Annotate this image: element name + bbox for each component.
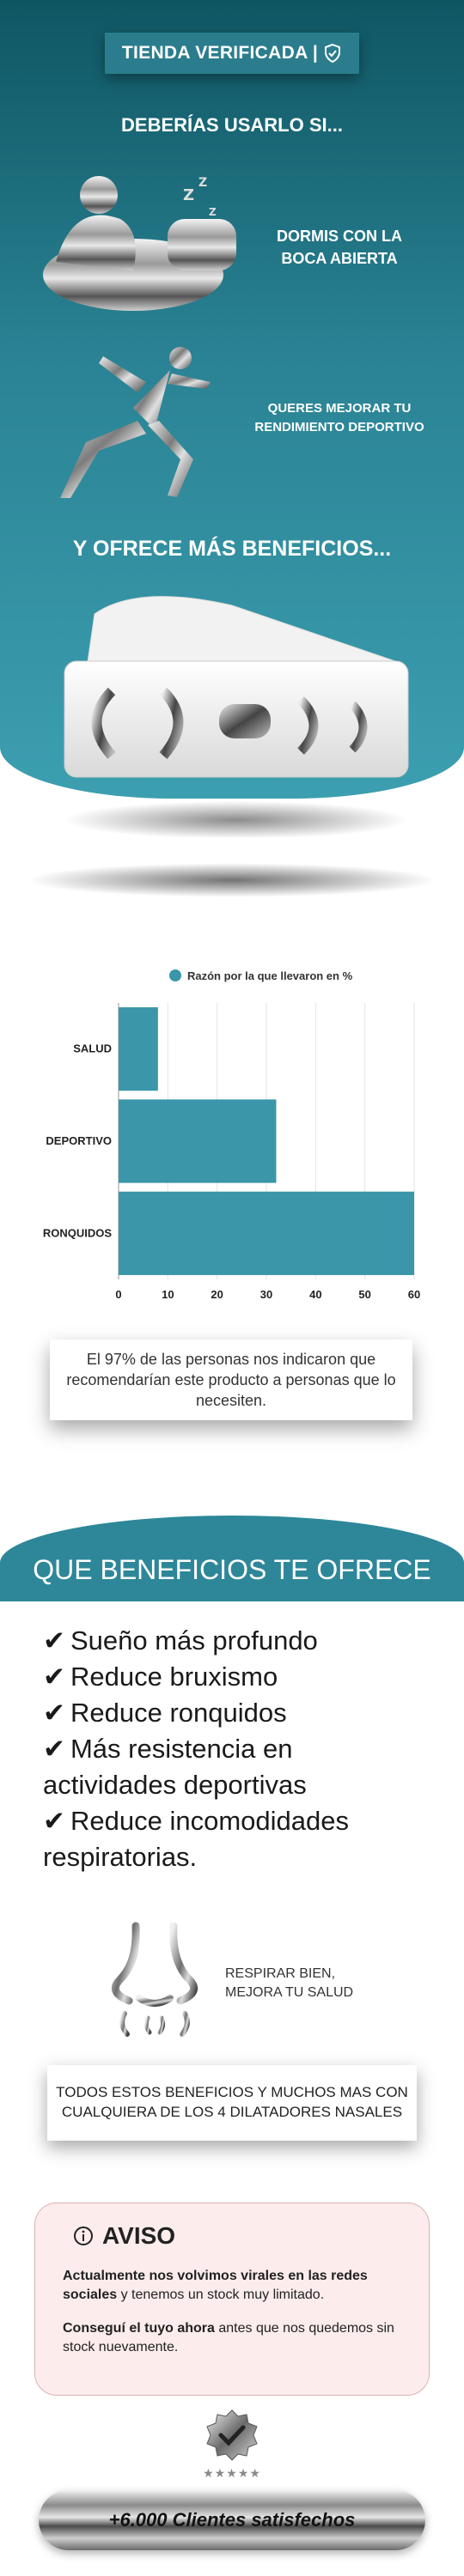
reasons-bar-chart: SALUD DEPORTIVO RONQUIDOS 0 10 20 30 40 50 60 Ra… — [43, 969, 420, 1301]
benefit-open-mouth-line1: DORMIS CON LA — [277, 228, 402, 245]
benefit-sport-line1: QUERES MEJORAR TU — [267, 401, 412, 416]
benefit-item: ✔ Reduce incomodidades — [43, 1803, 447, 1839]
svg-text:Z: Z — [198, 176, 207, 190]
notice-p2-bold: Conseguí el tuyo ahora — [63, 2320, 215, 2336]
svg-text:Z: Z — [183, 186, 194, 204]
benefit-text: Reduce bruxismo — [70, 1662, 278, 1692]
x-tick-label: 20 — [211, 1288, 223, 1301]
notice-p2-rest: antes que nos quedemos sin stock nuevame… — [63, 2320, 394, 2355]
benefit-text: Reduce incomodidades — [70, 1806, 349, 1836]
legend-swatch — [169, 969, 181, 981]
category-label: DEPORTIVO — [46, 1134, 112, 1147]
benefit-sport-line2: RENDIMIENTO DEPORTIVO — [254, 420, 424, 434]
product-shadow — [26, 863, 438, 897]
bar-ronquidos — [119, 1191, 414, 1275]
x-tick-label: 10 — [162, 1288, 174, 1301]
notice-p1-rest: y tenemos un stock muy limitado. — [117, 2287, 325, 2303]
x-tick-label: 40 — [309, 1288, 321, 1301]
bar-deportivo — [119, 1099, 277, 1183]
check-icon: ✔ — [43, 1625, 65, 1656]
x-tick-label: 30 — [260, 1288, 272, 1301]
category-label: SALUD — [73, 1042, 112, 1055]
verified-store-badge: TIENDA VERIFICADA | — [105, 33, 359, 74]
badge-label: TIENDA VERIFICADA | — [121, 43, 319, 63]
breathe-line2: MEJORA TU SALUD — [225, 1985, 354, 2000]
notice-paragraph-2: Conseguí el tuyo ahora antes que nos que… — [63, 2319, 401, 2358]
check-icon: ✔ — [43, 1734, 65, 1764]
benefit-item: ✔ Reduce ronquidos — [43, 1695, 447, 1731]
benefit-text-continued: actividades deportivas — [43, 1770, 307, 1800]
x-tick-label: 60 — [408, 1288, 420, 1301]
section-heading: DEBERÍAS USARLO SI... — [121, 114, 343, 136]
benefit-open-mouth: DORMIS CON LA BOCA ABIERTA — [249, 225, 430, 270]
breathe-line1: RESPIRAR BIEN, — [225, 1966, 336, 1981]
notice-title: AVISO — [102, 2222, 176, 2249]
benefit-text-continued: respiratorias. — [43, 1842, 198, 1872]
dilators-info-box: TODOS ESTOS BENEFICIOS Y MUCHOS MAS CON … — [47, 2065, 417, 2141]
benefit-text: Más resistencia en — [70, 1734, 293, 1764]
breathe-well-text: RESPIRAR BIEN, MEJORA TU SALUD — [225, 1965, 397, 2002]
runner-illustration — [60, 347, 211, 498]
benefit-text: Sueño más profundo — [70, 1625, 318, 1656]
notice-heading: AVISO — [73, 2222, 401, 2250]
check-icon: ✔ — [43, 1698, 65, 1728]
chart-legend: Razón por la que llevaron en % — [187, 969, 353, 982]
shield-check-icon — [325, 43, 341, 64]
sleeping-person-illustration: Z Z Z — [43, 176, 236, 311]
svg-text:Z: Z — [209, 206, 217, 218]
verified-seal-icon — [206, 2409, 258, 2461]
check-icon: ✔ — [43, 1662, 65, 1692]
satisfied-clients-badge: +6.000 Clientes satisfechos — [39, 2490, 425, 2550]
benefit-sport-performance: QUERES MEJORAR TU RENDIMIENTO DEPORTIVO — [232, 399, 447, 437]
benefit-text: Reduce ronquidos — [70, 1698, 287, 1728]
category-label: RONQUIDOS — [43, 1226, 113, 1239]
check-icon: ✔ — [43, 1806, 65, 1836]
benefit-open-mouth-line2: BOCA ABIERTA — [281, 250, 398, 267]
x-tick-label: 0 — [115, 1288, 121, 1301]
notice-box: AVISO Actualmente nos volvimos virales e… — [34, 2202, 430, 2396]
notice-paragraph-1: Actualmente nos volvimos virales en las … — [63, 2267, 401, 2306]
more-benefits-heading: Y OFRECE MÁS BENEFICIOS... — [72, 537, 392, 561]
benefit-item: ✔ Reduce bruxismo — [43, 1659, 447, 1695]
nasal-dilators-product-image — [64, 596, 409, 837]
chart-x-tick-labels: 0 10 20 30 40 50 60 — [115, 1288, 420, 1301]
recommendation-note: El 97% de las personas nos indicaron que… — [50, 1340, 412, 1420]
chart-bars — [119, 1007, 414, 1275]
info-icon — [74, 2227, 93, 2245]
benefit-item: ✔ Sueño más profundo — [43, 1623, 447, 1659]
benefits-list: ✔ Sueño más profundo ✔ Reduce bruxismo ✔ Re… — [43, 1623, 447, 1875]
bar-salud — [119, 1007, 158, 1091]
x-tick-label: 50 — [358, 1288, 370, 1301]
chart-category-labels: SALUD DEPORTIVO RONQUIDOS — [43, 1042, 113, 1240]
benefits-banner-title: QUE BENEFICIOS TE OFRECE — [33, 1554, 431, 1585]
benefit-item: ✔ Más resistencia en — [43, 1731, 447, 1767]
rating-stars: ★★★★★ — [203, 2466, 261, 2480]
satisfied-clients-text: +6.000 Clientes satisfechos — [108, 2509, 356, 2530]
benefits-banner: QUE BENEFICIOS TE OFRECE — [0, 1516, 464, 1601]
nose-icon — [111, 1922, 198, 2037]
notice-p1-bold: Actualmente nos volvimos virales en las … — [63, 2269, 368, 2303]
